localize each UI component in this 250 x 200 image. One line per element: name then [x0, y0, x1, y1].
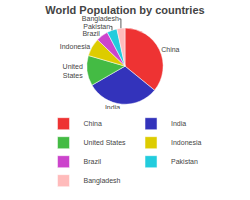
svg-text:United States: United States — [84, 139, 127, 146]
svg-text:Bangladesh: Bangladesh — [84, 177, 121, 185]
svg-text:Brazil: Brazil — [84, 158, 102, 165]
svg-text:India: India — [171, 120, 186, 127]
svg-text:Indonesia: Indonesia — [171, 139, 201, 146]
svg-text:India: India — [104, 104, 121, 112]
svg-text:Brazil: Brazil — [82, 30, 100, 37]
svg-text:Pakistan: Pakistan — [83, 23, 110, 30]
svg-text:Bangladesh: Bangladesh — [82, 15, 119, 23]
svg-text:World Population by countries: World Population by countries — [45, 4, 204, 16]
svg-text:China: China — [84, 120, 102, 127]
svg-text:Indonesia: Indonesia — [60, 43, 90, 50]
svg-text:China: China — [161, 46, 179, 53]
svg-text:UnitedStates: UnitedStates — [63, 63, 84, 79]
svg-text:Pakistan: Pakistan — [171, 158, 198, 165]
